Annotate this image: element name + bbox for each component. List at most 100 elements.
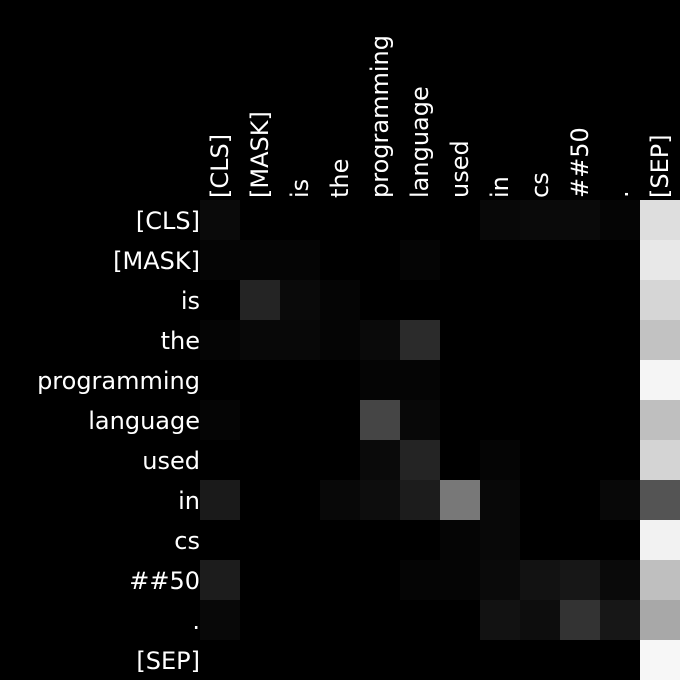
heatmap-cell [440, 560, 480, 600]
x-tick-label: . [606, 190, 634, 198]
heatmap-cell [400, 640, 440, 680]
heatmap-cell [640, 560, 680, 600]
heatmap-cell [440, 240, 480, 280]
x-tick-label: [CLS] [206, 134, 234, 198]
heatmap-cell [520, 600, 560, 640]
heatmap-cell [200, 240, 240, 280]
heatmap-cell [320, 560, 360, 600]
x-axis-tick-labels: [CLS] [MASK] is the programming language used i… [206, 35, 674, 198]
heatmap-cell [440, 320, 480, 360]
heatmap-cell [520, 360, 560, 400]
heatmap-cell [480, 440, 520, 480]
x-tick-label: the [326, 159, 354, 198]
heatmap-cell [360, 320, 400, 360]
heatmap-cell [520, 640, 560, 680]
heatmap-cell [560, 240, 600, 280]
heatmap-cell [200, 520, 240, 560]
heatmap-cell [480, 560, 520, 600]
heatmap-cell [280, 320, 320, 360]
heatmap-cell [480, 480, 520, 520]
heatmap-cell [360, 240, 400, 280]
heatmap-cell [520, 480, 560, 520]
heatmap-cell [560, 640, 600, 680]
heatmap-cell [600, 480, 640, 520]
heatmap-cell [640, 200, 680, 240]
heatmap-cell [280, 480, 320, 520]
heatmap-cell [560, 320, 600, 360]
heatmap-cell [240, 440, 280, 480]
x-tick-label: cs [526, 172, 554, 198]
heatmap-cells [200, 200, 680, 680]
heatmap-cell [360, 560, 400, 600]
heatmap-cell [440, 280, 480, 320]
y-tick-label: [SEP] [136, 647, 200, 675]
heatmap-cell [360, 360, 400, 400]
heatmap-cell [280, 400, 320, 440]
heatmap-cell [320, 480, 360, 520]
heatmap-cell [560, 440, 600, 480]
heatmap-cell [400, 480, 440, 520]
heatmap-cell [400, 400, 440, 440]
heatmap-cell [600, 560, 640, 600]
heatmap-cell [440, 360, 480, 400]
heatmap-cell [200, 200, 240, 240]
heatmap-cell [640, 280, 680, 320]
heatmap-cell [600, 320, 640, 360]
heatmap-cell [320, 320, 360, 360]
heatmap-cell [200, 360, 240, 400]
y-tick-label: language [88, 407, 200, 435]
heatmap-cell [560, 360, 600, 400]
heatmap-cell [480, 640, 520, 680]
heatmap-cell [520, 320, 560, 360]
heatmap-cell [200, 280, 240, 320]
heatmap-cell [320, 400, 360, 440]
x-tick-label: programming [366, 35, 394, 198]
heatmap-cell [320, 640, 360, 680]
heatmap-cell [600, 280, 640, 320]
heatmap-cell [400, 320, 440, 360]
heatmap-cell [440, 440, 480, 480]
heatmap-cell [520, 520, 560, 560]
heatmap-cell [560, 480, 600, 520]
heatmap-cell [560, 400, 600, 440]
heatmap-cell [600, 240, 640, 280]
heatmap-cell [400, 440, 440, 480]
heatmap-cell [520, 560, 560, 600]
heatmap-cell [560, 560, 600, 600]
heatmap-cell [480, 600, 520, 640]
heatmap-cell [480, 360, 520, 400]
y-tick-label: programming [37, 367, 200, 395]
heatmap-cell [360, 200, 400, 240]
heatmap-cell [360, 440, 400, 480]
heatmap-cell [360, 640, 400, 680]
heatmap-cell [400, 360, 440, 400]
heatmap-cell [280, 520, 320, 560]
heatmap-cell [240, 600, 280, 640]
heatmap-cell [640, 640, 680, 680]
heatmap-cell [440, 600, 480, 640]
heatmap-cell [640, 320, 680, 360]
heatmap-cell [640, 240, 680, 280]
y-axis-tick-labels: [CLS] [MASK] is the programming language used i… [37, 207, 200, 675]
heatmap-cell [520, 240, 560, 280]
x-tick-label: used [446, 140, 474, 198]
y-tick-label: [CLS] [136, 207, 200, 235]
heatmap-cell [280, 640, 320, 680]
heatmap-cell [520, 280, 560, 320]
heatmap-cell [280, 440, 320, 480]
heatmap-cell [280, 600, 320, 640]
heatmap-cell [360, 480, 400, 520]
heatmap-cell [320, 200, 360, 240]
x-tick-label: in [486, 176, 514, 198]
x-tick-label: [SEP] [646, 134, 674, 198]
x-tick-label: language [406, 86, 434, 198]
heatmap-cell [320, 360, 360, 400]
heatmap-cell [200, 440, 240, 480]
heatmap-cell [600, 360, 640, 400]
heatmap-cell [400, 280, 440, 320]
heatmap-cell [440, 200, 480, 240]
heatmap-cell [480, 320, 520, 360]
heatmap-cell [640, 400, 680, 440]
y-tick-label: [MASK] [113, 247, 200, 275]
heatmap-cell [200, 640, 240, 680]
